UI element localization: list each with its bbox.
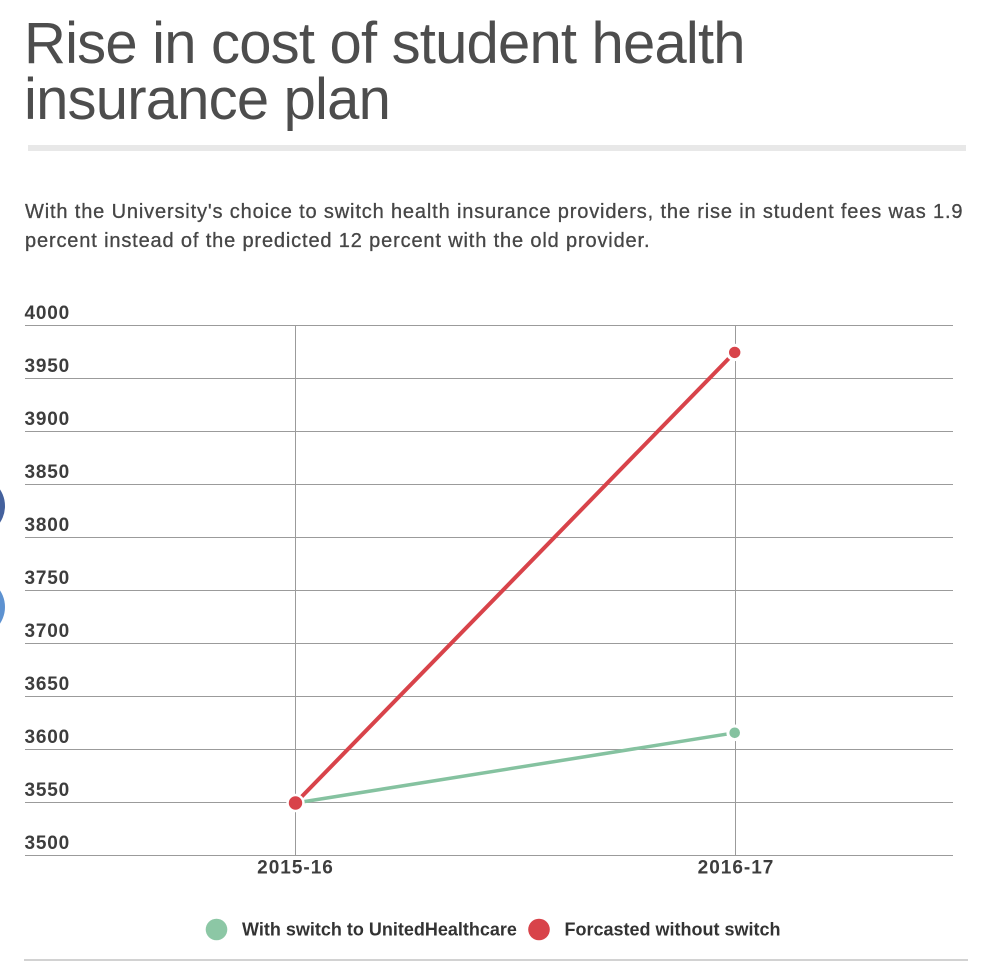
- svg-text:3750: 3750: [25, 568, 70, 589]
- svg-text:3500: 3500: [25, 833, 70, 854]
- svg-text:With switch to UnitedHealthcar: With switch to UnitedHealthcare: [242, 920, 517, 940]
- svg-text:3650: 3650: [25, 674, 70, 695]
- svg-text:4000: 4000: [25, 303, 70, 324]
- svg-text:3950: 3950: [25, 356, 70, 377]
- svg-text:3900: 3900: [25, 409, 70, 430]
- svg-text:3700: 3700: [25, 621, 70, 642]
- svg-text:3800: 3800: [25, 515, 70, 536]
- svg-text:3850: 3850: [25, 462, 70, 483]
- svg-text:Forcasted without switch: Forcasted without switch: [565, 920, 781, 940]
- svg-text:3600: 3600: [25, 727, 70, 748]
- svg-text:2015-16: 2015-16: [257, 858, 334, 879]
- svg-text:2016-17: 2016-17: [698, 858, 775, 879]
- svg-text:3550: 3550: [25, 780, 70, 801]
